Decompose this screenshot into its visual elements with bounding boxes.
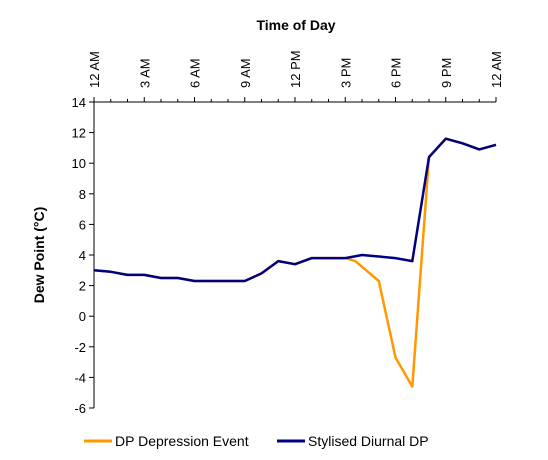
y-tick-label: -2 bbox=[74, 340, 86, 355]
y-tick-label: 2 bbox=[79, 279, 86, 294]
series-lines bbox=[93, 137, 497, 388]
y-tick-label: 12 bbox=[72, 126, 86, 141]
x-tick-label: 12 PM bbox=[288, 50, 303, 88]
x-tick-label: 3 PM bbox=[338, 58, 353, 88]
legend-label-dp-depression: DP Depression Event bbox=[115, 433, 249, 449]
x-tick-label: 12 AM bbox=[489, 51, 504, 88]
y-tick-label: 4 bbox=[79, 248, 86, 263]
x-tick-label: 9 AM bbox=[238, 58, 253, 88]
series-line-stylised-diurnal-dp bbox=[93, 137, 497, 283]
x-tick-label: 12 AM bbox=[87, 51, 102, 88]
y-tick-label: 10 bbox=[72, 156, 86, 171]
y-tick-label: -4 bbox=[74, 370, 86, 385]
axes bbox=[93, 101, 496, 408]
x-tick-label: 3 AM bbox=[137, 58, 152, 88]
y-tick-label: 6 bbox=[79, 217, 86, 232]
legend-label-stylised-diurnal: Stylised Diurnal DP bbox=[308, 433, 429, 449]
y-tick-label: 14 bbox=[72, 95, 86, 110]
y-tick-label: 8 bbox=[79, 187, 86, 202]
y-axis-title: Dew Point (°C) bbox=[31, 207, 47, 304]
legend-item-dp-depression: DP Depression Event bbox=[84, 433, 249, 449]
x-tick-label: 9 PM bbox=[439, 58, 454, 88]
series-line-dp-depression-event bbox=[93, 137, 497, 388]
legend-item-stylised-diurnal: Stylised Diurnal DP bbox=[277, 433, 429, 449]
x-axis-title: Time of Day bbox=[256, 17, 335, 33]
x-tick-label: 6 PM bbox=[389, 58, 404, 88]
x-axis-ticks: 12 AM 3 AM 6 AM 9 AM 12 PM 3 PM 6 PM 9 PM 12 AM bbox=[87, 50, 504, 102]
x-tick-label: 6 AM bbox=[188, 58, 203, 88]
y-axis-ticks: 14 12 10 8 6 4 2 0 -2 -4 -6 bbox=[72, 95, 94, 416]
legend: DP Depression Event Stylised Diurnal DP bbox=[84, 433, 429, 449]
y-tick-label: -6 bbox=[74, 401, 86, 416]
y-tick-label: 0 bbox=[79, 309, 86, 324]
